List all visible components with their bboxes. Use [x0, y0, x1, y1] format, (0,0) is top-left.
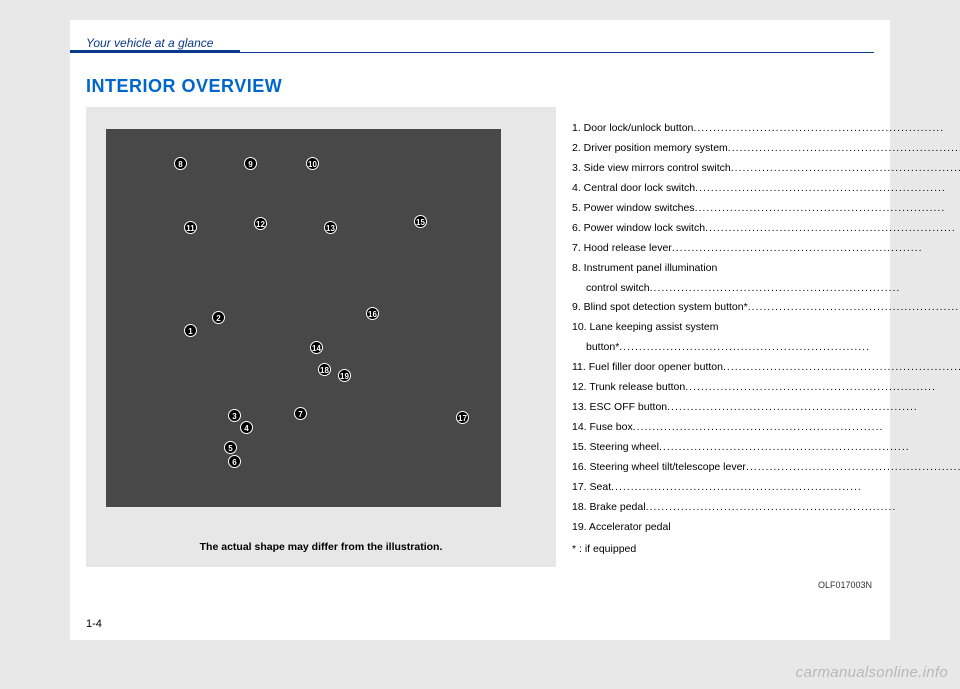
figure-caption: The actual shape may differ from the ill… — [86, 541, 556, 553]
list-item: 7. Hood release lever 3-52 — [572, 239, 960, 259]
callout-bubble: 1 — [184, 324, 197, 337]
list-item-label: 13. ESC OFF button — [572, 398, 667, 418]
callout-bubble: 9 — [244, 157, 257, 170]
list-item-label: button* — [586, 338, 619, 358]
list-item-label: 16. Steering wheel tilt/telescope lever — [572, 458, 746, 478]
list-item-label: 10. Lane keeping assist system — [572, 318, 719, 338]
leader-dots — [659, 438, 960, 458]
callout-bubble: 11 — [184, 221, 197, 234]
list-item-label: 4. Central door lock switch — [572, 179, 695, 199]
list-item: 8. Instrument panel illumination — [572, 259, 960, 279]
callout-bubble: 8 — [174, 157, 187, 170]
header-rule — [70, 52, 874, 53]
list-item: 6. Power window lock switch 3-47 — [572, 219, 960, 239]
list-item: 3. Side view mirrors control switch 3-40 — [572, 159, 960, 179]
list-item: 16. Steering wheel tilt/telescope lever … — [572, 458, 960, 478]
list-item-label: 14. Fuse box — [572, 418, 633, 438]
list-item: 15. Steering wheel 3-22 — [572, 438, 960, 458]
leader-dots — [723, 358, 960, 378]
list-item: 14. Fuse box 7-56 — [572, 418, 960, 438]
page-title: INTERIOR OVERVIEW — [86, 76, 890, 97]
leader-dots — [695, 179, 960, 199]
list-item: 10. Lane keeping assist system — [572, 318, 960, 338]
footnote: * : if equipped — [572, 540, 960, 560]
list-item: 4. Central door lock switch 3-16 — [572, 179, 960, 199]
callout-bubble: 10 — [306, 157, 319, 170]
content-row: 89101112131512161418193471756 The actual… — [86, 107, 874, 567]
leader-dots — [693, 119, 960, 139]
leader-dots — [646, 498, 960, 518]
callout-bubble: 7 — [294, 407, 307, 420]
list-item-label: 1. Door lock/unlock button — [572, 119, 693, 139]
list-item-label: 19. Accelerator pedal — [572, 518, 671, 538]
callout-list: 1. Door lock/unlock button 3-152. Driver… — [556, 107, 960, 567]
list-item-label: 17. Seat — [572, 478, 611, 498]
callout-bubble: 19 — [338, 369, 351, 382]
header-bar: Your vehicle at a glance — [70, 30, 874, 58]
leader-dots — [728, 139, 960, 159]
callout-bubble: 4 — [240, 421, 253, 434]
leader-dots — [705, 219, 960, 239]
leader-dots — [748, 298, 960, 318]
list-item: 11. Fuel filler door opener button 3-59 — [572, 358, 960, 378]
callout-bubble: 16 — [366, 307, 379, 320]
callout-bubble: 2 — [212, 311, 225, 324]
list-item: 13. ESC OFF button 5-43 — [572, 398, 960, 418]
list-item: 1. Door lock/unlock button 3-15 — [572, 119, 960, 139]
leader-dots — [695, 199, 960, 219]
callout-bubble: 13 — [324, 221, 337, 234]
figure-block: 89101112131512161418193471756 The actual… — [86, 107, 556, 567]
page-number: 1-4 — [86, 618, 102, 630]
list-item-label: 11. Fuel filler door opener button — [572, 358, 723, 378]
callout-bubble: 6 — [228, 455, 241, 468]
leader-dots — [672, 239, 960, 259]
section-label: Your vehicle at a glance — [86, 36, 213, 50]
leader-dots — [685, 378, 960, 398]
callout-bubble: 18 — [318, 363, 331, 376]
leader-dots — [611, 478, 960, 498]
list-item: 5. Power window switches 3-45 — [572, 199, 960, 219]
list-item-label: 8. Instrument panel illumination — [572, 259, 717, 279]
callout-bubble: 12 — [254, 217, 267, 230]
list-item-label: 6. Power window lock switch — [572, 219, 705, 239]
list-item: 18. Brake pedal 5-28 — [572, 498, 960, 518]
list-item: 19. Accelerator pedal — [572, 518, 960, 538]
leader-dots — [619, 338, 960, 358]
watermark: carmanualsonline.info — [796, 664, 948, 681]
list-item-label: 18. Brake pedal — [572, 498, 646, 518]
image-code: OLF017003N — [818, 580, 872, 652]
list-item: 9. Blind spot detection system button* 5… — [572, 298, 960, 318]
callout-bubble: 5 — [224, 441, 237, 454]
callout-bubble: 17 — [456, 411, 469, 424]
list-item-label: 15. Steering wheel — [572, 438, 659, 458]
callout-bubble: 15 — [414, 215, 427, 228]
list-item: 2. Driver position memory system 3-20 — [572, 139, 960, 159]
list-item-label: 12. Trunk release button — [572, 378, 685, 398]
list-item: 12. Trunk release button 3-54 — [572, 378, 960, 398]
list-item-label: 9. Blind spot detection system button* — [572, 298, 748, 318]
illustration: 89101112131512161418193471756 — [106, 129, 501, 507]
list-item-label: 5. Power window switches — [572, 199, 695, 219]
callout-bubble: 3 — [228, 409, 241, 422]
list-item: 17. Seat 2-4 — [572, 478, 960, 498]
leader-dots — [746, 458, 960, 478]
list-item: button* 5-75 — [572, 338, 960, 358]
list-item-label: 7. Hood release lever — [572, 239, 672, 259]
leader-dots — [731, 159, 960, 179]
leader-dots — [650, 279, 960, 299]
list-item-label: 2. Driver position memory system — [572, 139, 728, 159]
leader-dots — [633, 418, 960, 438]
callout-bubble: 14 — [310, 341, 323, 354]
manual-page: Your vehicle at a glance INTERIOR OVERVI… — [70, 20, 890, 640]
leader-dots — [667, 398, 960, 418]
list-item-label: 3. Side view mirrors control switch — [572, 159, 731, 179]
list-item-label: control switch — [586, 279, 650, 299]
list-item: control switch 3-65 — [572, 279, 960, 299]
